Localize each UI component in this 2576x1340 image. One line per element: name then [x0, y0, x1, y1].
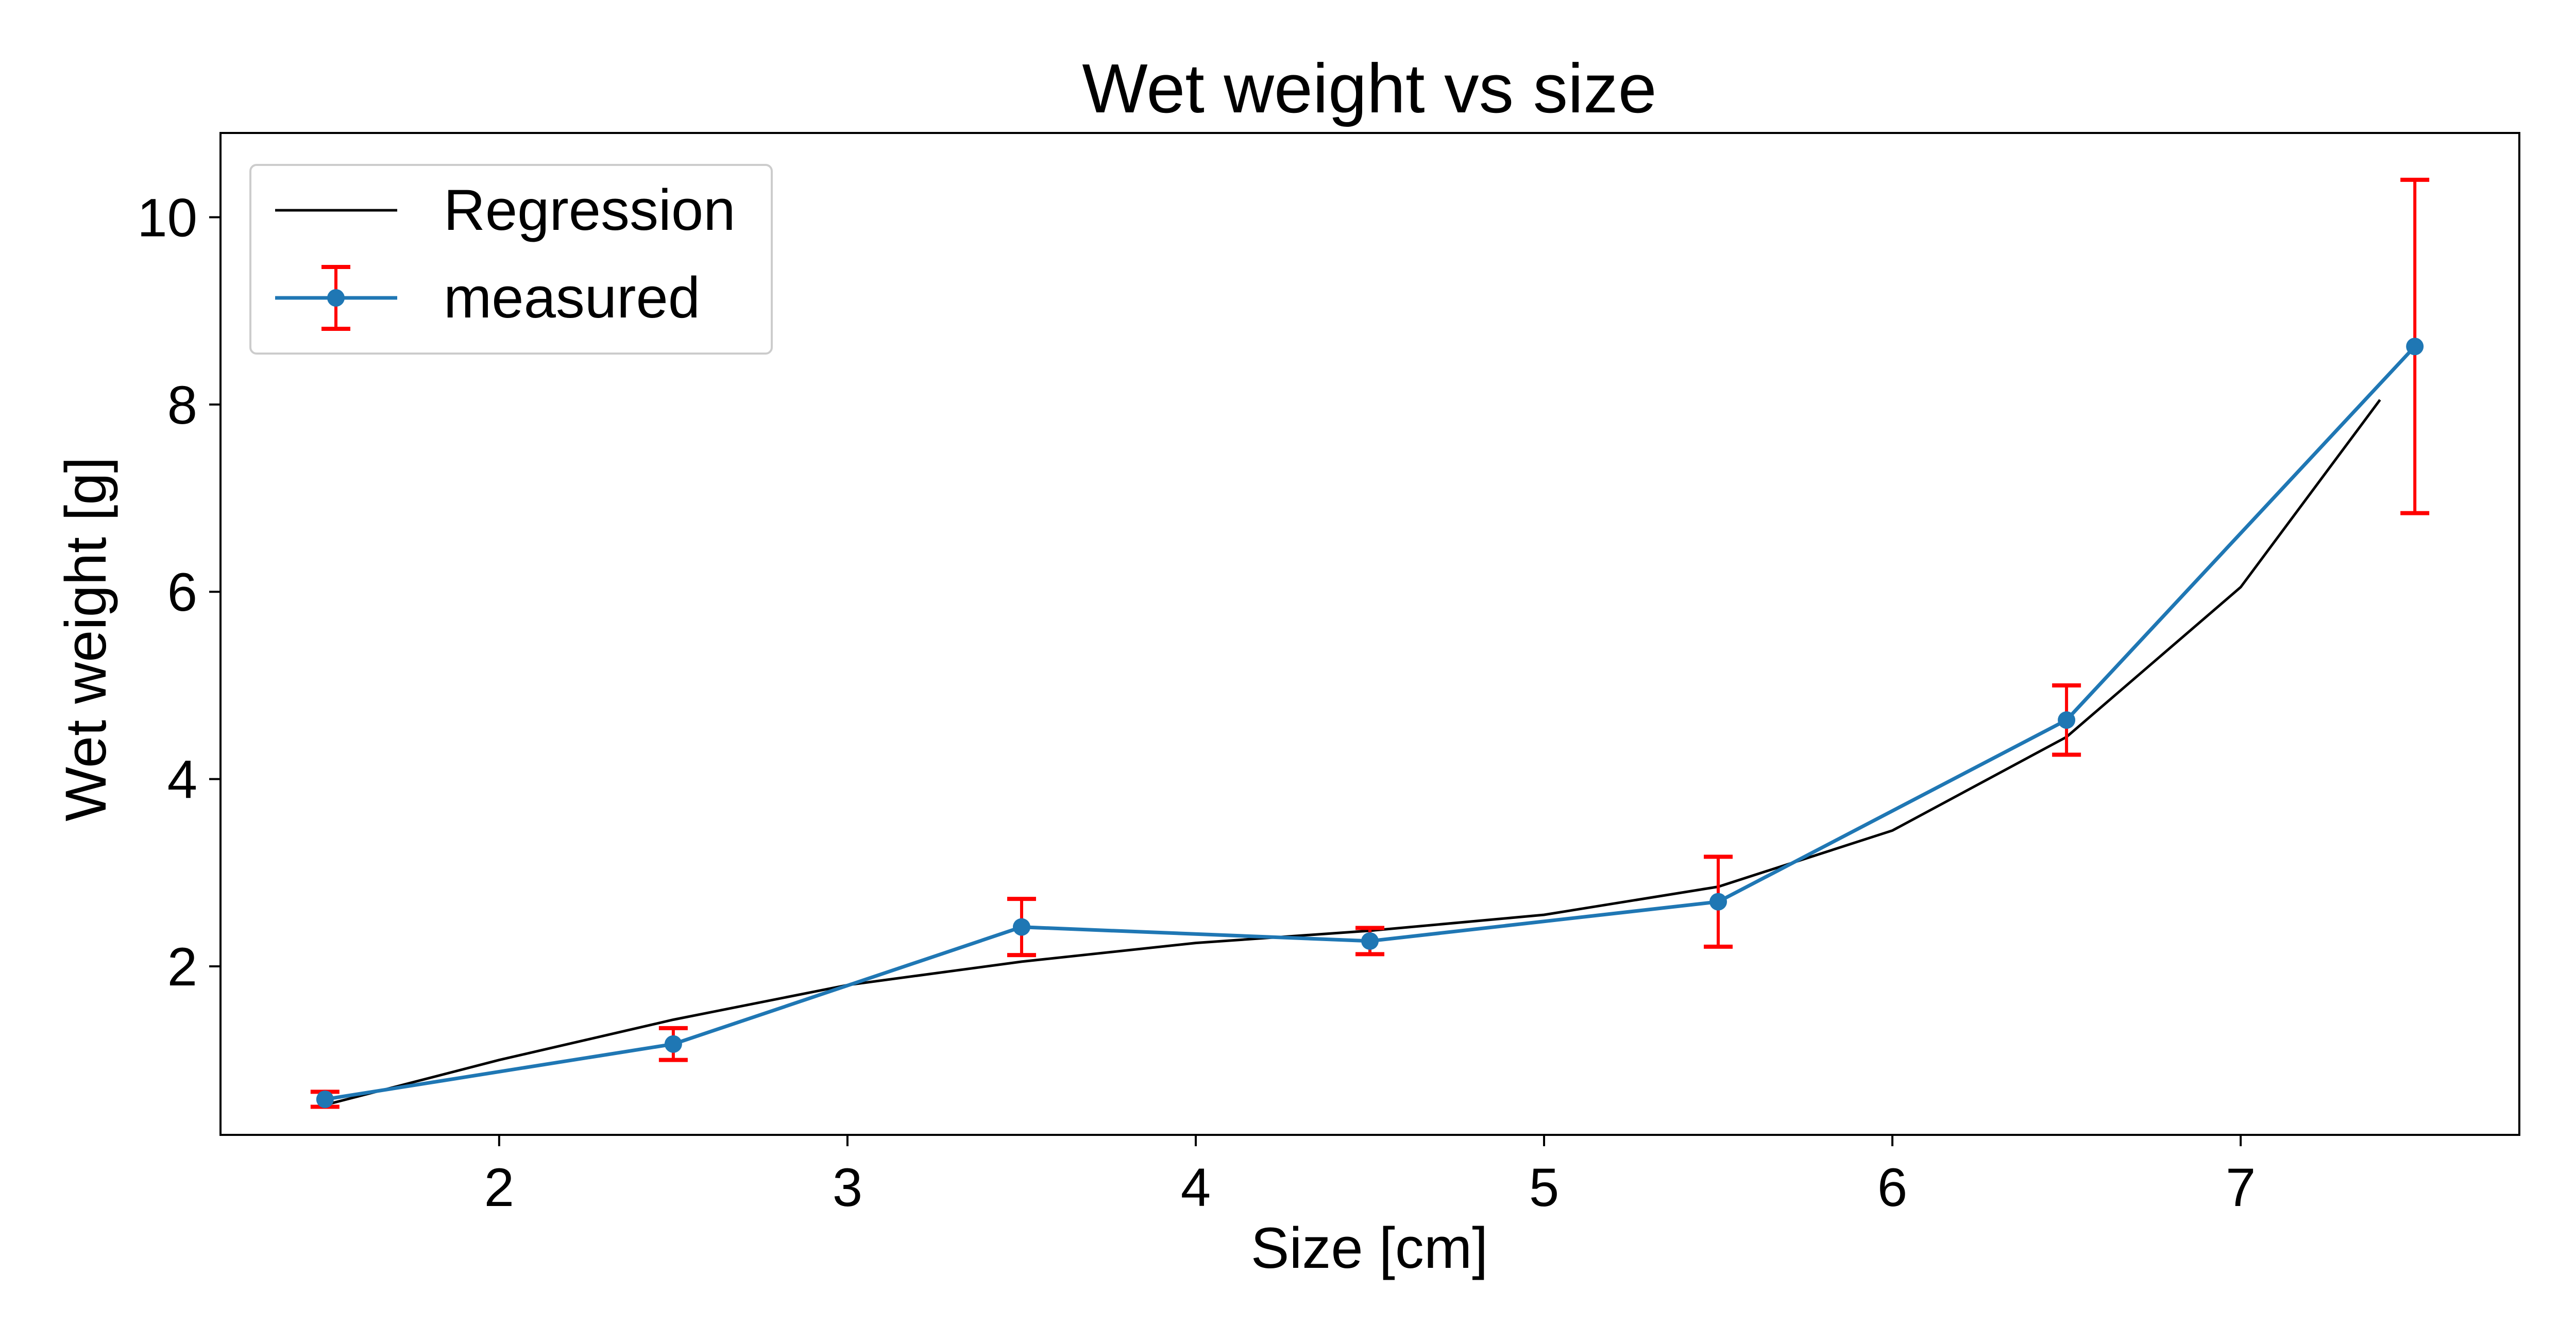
measured-point	[664, 1035, 682, 1053]
legend-measured-label: measured	[444, 265, 700, 330]
x-axis-label: Size [cm]	[1251, 1216, 1488, 1280]
x-tick-label: 2	[484, 1158, 514, 1218]
plot-area	[310, 177, 2430, 1109]
y-tick-label: 6	[167, 562, 197, 623]
axes-frame	[219, 132, 2520, 1136]
axes: 2 3 4 5 6 7 2 4 6 8 10	[137, 132, 2520, 1218]
y-tick-label: 10	[137, 188, 197, 248]
legend-regression-label: Regression	[444, 178, 736, 242]
x-tick-label: 7	[2226, 1158, 2256, 1218]
y-axis-label: Wet weight [g]	[54, 457, 118, 822]
measured-point	[2406, 338, 2424, 356]
measured-point	[1709, 893, 1727, 911]
x-tick-label: 6	[1877, 1158, 1907, 1218]
y-tick-label: 2	[167, 937, 197, 997]
legend-measured-marker	[327, 289, 345, 307]
measured-point	[1361, 932, 1379, 950]
legend: Regression measured	[249, 164, 773, 355]
measured-point	[316, 1090, 334, 1108]
chart-title: Wet weight vs size	[1082, 49, 1656, 127]
x-tick-label: 4	[1181, 1158, 1211, 1218]
measured-point	[2058, 711, 2076, 729]
measured-point	[1012, 918, 1030, 936]
y-tick-label: 8	[167, 375, 197, 435]
x-tick-label: 3	[833, 1158, 862, 1218]
legend-box	[249, 164, 773, 355]
x-tick-label: 5	[1529, 1158, 1559, 1218]
y-tick-label: 4	[167, 750, 197, 810]
